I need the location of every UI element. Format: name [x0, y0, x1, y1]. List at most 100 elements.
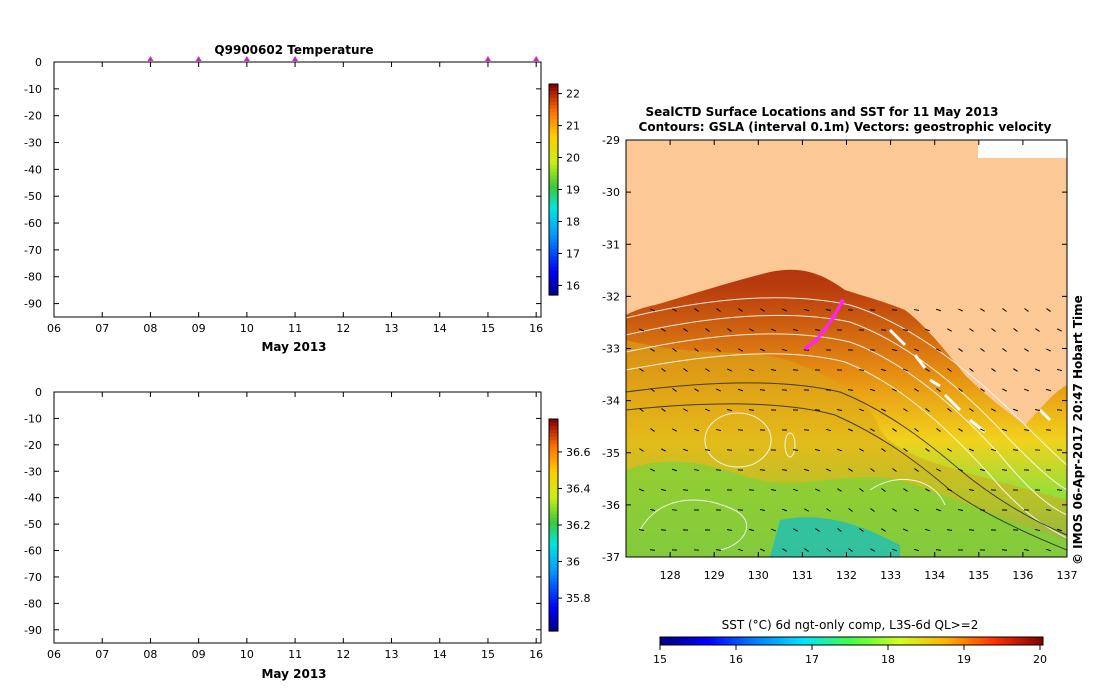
velocity-vector: [1023, 429, 1030, 431]
temperature-y-tick-label: -60: [24, 217, 42, 230]
sst-colorbar-label: SST (°C) 6d ngt-only comp, L3S-6d QL>=2: [722, 618, 979, 632]
velocity-vector: [760, 308, 765, 312]
velocity-vector: [660, 488, 667, 492]
velocity-vector: [748, 528, 755, 532]
velocity-vector: [726, 529, 733, 531]
velocity-vector: [958, 428, 963, 432]
velocity-vector: [738, 348, 743, 352]
velocity-vector: [705, 408, 710, 412]
salinity-x-tick-label: 14: [433, 648, 447, 661]
velocity-vector: [826, 508, 831, 512]
velocity-vector: [979, 468, 986, 472]
velocity-vector: [726, 408, 733, 412]
velocity-vector: [639, 448, 644, 452]
salinity-colorbar-step: [549, 457, 558, 462]
velocity-vector: [1012, 408, 1019, 412]
velocity-vector: [980, 308, 985, 312]
track-point: [813, 338, 819, 344]
temperature-colorbar-step: [549, 178, 558, 184]
salinity-colorbar-step: [549, 578, 558, 583]
temperature-colorbar-step: [549, 91, 558, 96]
velocity-vector: [903, 448, 908, 452]
temperature-colorbar-step: [549, 196, 558, 201]
profile-marker: [292, 56, 299, 61]
map-lat-tick-label: -30: [602, 186, 620, 199]
salinity-colorbar-tick-label: 36.2: [566, 519, 591, 532]
temperature-colorbar-step: [549, 238, 558, 243]
velocity-vector: [869, 388, 876, 392]
velocity-vector: [1057, 328, 1062, 332]
velocity-vector: [881, 408, 886, 412]
salinity-y-tick-label: -30: [24, 465, 42, 478]
velocity-vector: [902, 329, 909, 331]
velocity-vector: [793, 528, 798, 532]
velocity-vector: [848, 548, 853, 552]
salinity-colorbar-step: [549, 461, 558, 466]
temperature-colorbar-tick-label: 17: [566, 247, 580, 260]
temperature-colorbar-step: [549, 108, 558, 113]
salinity-colorbar-step: [549, 436, 558, 441]
salinity-colorbar-step: [549, 599, 558, 604]
velocity-vector: [682, 489, 689, 491]
velocity-vector: [947, 328, 952, 332]
velocity-vector: [881, 488, 886, 492]
temperature-colorbar-step: [549, 150, 558, 155]
salinity-y-axis: 0 -10 -20 -30 -40 -50 -60 -70 -80 -90: [24, 386, 541, 637]
velocity-vector: [815, 488, 820, 492]
velocity-vector: [683, 368, 688, 372]
velocity-vector: [869, 349, 876, 351]
temperature-colorbar-step: [549, 119, 558, 124]
temperature-colorbar-step: [549, 171, 558, 177]
velocity-vector: [705, 368, 710, 372]
velocity-vector: [935, 308, 942, 312]
velocity-vector: [826, 468, 831, 472]
velocity-vector: [661, 368, 666, 372]
velocity-vector: [803, 349, 810, 351]
temperature-x-tick-label: 12: [336, 322, 350, 335]
velocity-vector: [980, 388, 985, 392]
temperature-x-label: May 2013: [261, 340, 326, 354]
velocity-vector: [804, 548, 809, 552]
velocity-vector: [1024, 348, 1029, 352]
velocity-vector: [1056, 528, 1063, 532]
map-lat-tick-label: -36: [602, 499, 620, 512]
velocity-vector: [947, 448, 952, 452]
temperature-colorbar-tick-label: 21: [566, 120, 580, 133]
salinity-colorbar-tick-label: 36: [566, 556, 580, 569]
salinity-colorbar-step: [549, 592, 558, 597]
velocity-vector: [726, 449, 733, 451]
velocity-vector: [914, 428, 919, 432]
velocity-vector: [870, 468, 875, 472]
temperature-y-tick-label: -30: [24, 137, 42, 150]
velocity-vector: [792, 488, 799, 492]
velocity-vector: [825, 309, 832, 311]
salinity-colorbar-step: [549, 514, 558, 519]
gsla-contours-white: [626, 297, 1067, 551]
salinity-x-tick-label: 16: [529, 648, 543, 661]
velocity-vector: [705, 328, 710, 332]
velocity-vector: [969, 408, 974, 412]
salinity-colorbar-step: [549, 602, 558, 607]
velocity-vector: [1056, 409, 1063, 411]
velocity-vector: [760, 548, 765, 552]
velocity-vector: [990, 448, 997, 452]
salinity-x-axis: 06 07 08 09 10 11 12 13 14 15 16: [47, 392, 543, 661]
velocity-vector: [1034, 408, 1041, 412]
velocity-vector: [925, 408, 930, 412]
velocity-vector: [727, 368, 732, 372]
velocity-vector: [848, 508, 853, 512]
velocity-vector: [1034, 529, 1041, 531]
temperature-colorbar-step: [549, 242, 558, 247]
salinity-colorbar-step: [549, 620, 558, 625]
velocity-vector: [1002, 308, 1007, 312]
velocity-vector: [859, 448, 864, 452]
velocity-vector: [672, 308, 677, 312]
velocity-vector: [924, 528, 931, 532]
velocity-vector: [715, 549, 722, 551]
velocity-vector: [847, 389, 854, 391]
salinity-colorbar-step: [549, 517, 558, 523]
track-point: [830, 314, 836, 320]
velocity-vector: [891, 348, 898, 352]
velocity-vector: [683, 328, 688, 332]
temperature-colorbar-step: [549, 182, 558, 187]
